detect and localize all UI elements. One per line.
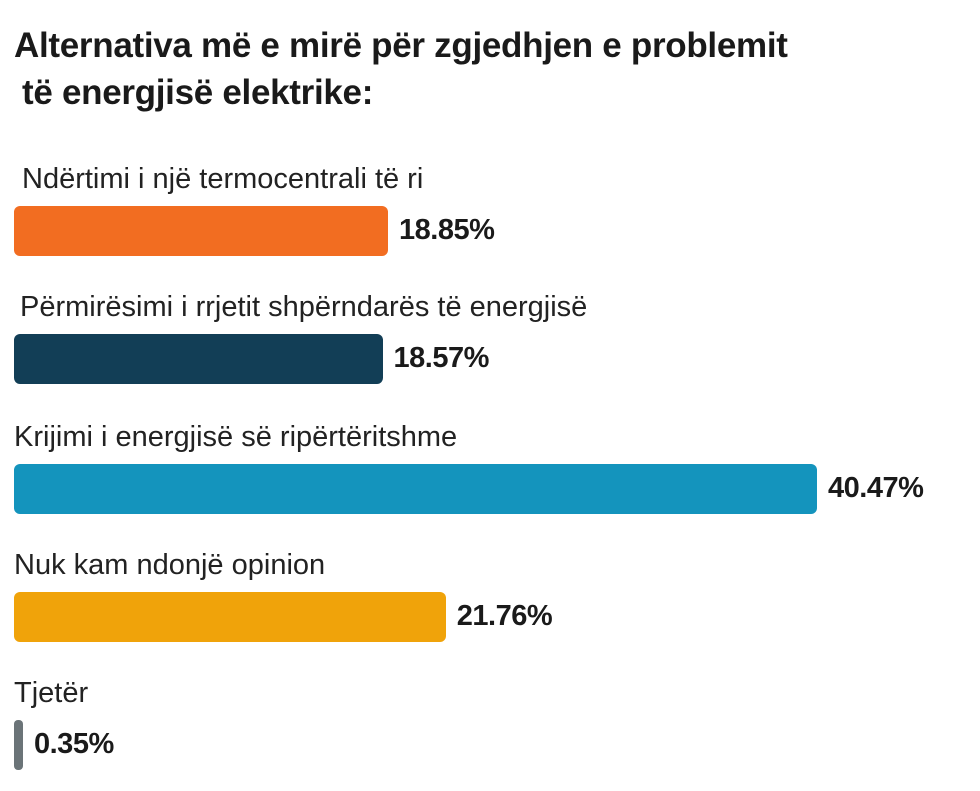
bar-row: Tjetër 0.35% (14, 676, 974, 786)
category-label: Tjetër (14, 677, 89, 709)
bar-row: Nuk kam ndonjë opinion 21.76% (14, 548, 974, 658)
bar-row: Ndërtimi i një termocentrali të ri 18.85… (14, 162, 974, 272)
bar (14, 464, 817, 514)
chart-title: Alternativa më e mirë për zgjedhjen e pr… (14, 22, 974, 116)
category-label: Ndërtimi i një termocentrali të ri (22, 163, 424, 195)
value-label: 0.35% (34, 728, 114, 760)
category-label: Përmirësimi i rrjetit shpërndarës të ene… (20, 291, 588, 323)
category-label: Nuk kam ndonjë opinion (14, 549, 326, 581)
bar (14, 206, 388, 256)
bar (14, 720, 23, 770)
bar-row: Krijimi i energjisë së ripërtëritshme 40… (14, 420, 974, 530)
value-label: 18.57% (393, 342, 490, 374)
chart-title-line-2: të energjisë elektrike: (22, 73, 374, 112)
chart-title-line-1: Alternativa më e mirë për zgjedhjen e pr… (14, 26, 788, 65)
category-label: Krijimi i energjisë së ripërtëritshme (14, 421, 458, 453)
value-label: 40.47% (828, 472, 924, 504)
bar (14, 592, 446, 642)
bar-row: Përmirësimi i rrjetit shpërndarës të ene… (14, 290, 974, 400)
value-label: 21.76% (456, 600, 553, 632)
value-label: 18.85% (399, 214, 495, 246)
bar (14, 334, 383, 384)
